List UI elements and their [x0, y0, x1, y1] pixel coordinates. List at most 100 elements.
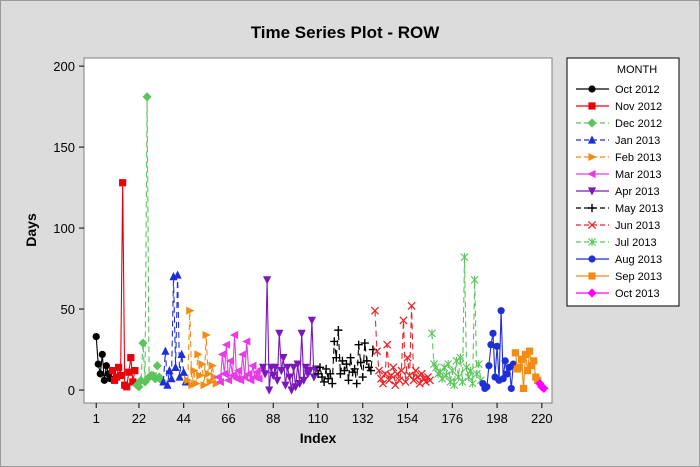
legend-label: Sep 2013 — [615, 271, 662, 283]
legend-title: MONTH — [617, 64, 657, 76]
data-point — [517, 355, 526, 363]
data-point — [317, 372, 327, 382]
data-point — [117, 371, 125, 380]
data-point — [324, 374, 333, 383]
legend-label: Jun 2013 — [615, 220, 660, 232]
data-point — [223, 376, 233, 385]
data-point — [521, 350, 530, 359]
data-point — [212, 379, 221, 388]
data-point — [383, 340, 392, 349]
data-point — [213, 372, 222, 382]
legend-swatch-marker — [587, 220, 597, 230]
data-point — [293, 360, 302, 369]
legend-entry: Apr 2013 — [576, 186, 660, 198]
data-point — [523, 367, 532, 375]
data-point — [487, 341, 495, 349]
x-tick-label: 1 — [93, 411, 100, 426]
data-point — [136, 375, 146, 385]
data-point — [171, 362, 180, 371]
y-tick-label: 100 — [53, 221, 75, 236]
data-point — [322, 364, 331, 374]
data-point — [92, 332, 100, 341]
data-point — [499, 375, 507, 383]
series-nov-2012 — [108, 179, 139, 391]
data-point — [340, 366, 349, 375]
data-point — [472, 369, 481, 378]
legend-entry: Jul 2013 — [576, 237, 657, 249]
data-point — [281, 381, 290, 390]
data-point — [485, 362, 493, 370]
data-point — [315, 363, 325, 372]
series-oct-2013 — [535, 378, 549, 394]
legend-label: Aug 2013 — [615, 254, 662, 266]
data-point — [190, 366, 199, 375]
data-point — [186, 306, 195, 315]
data-point — [123, 383, 131, 391]
data-point — [131, 367, 139, 375]
data-point — [332, 353, 341, 362]
legend-entry: Jan 2013 — [576, 135, 660, 147]
data-point — [515, 363, 524, 371]
x-tick-label: 220 — [531, 411, 553, 426]
data-point — [112, 373, 121, 381]
data-point — [381, 369, 390, 378]
data-point — [450, 381, 459, 390]
data-point — [497, 307, 505, 315]
legend-swatch-marker — [587, 169, 596, 179]
series-jun-2013 — [370, 301, 434, 390]
data-point — [138, 338, 148, 348]
data-point — [252, 368, 261, 377]
data-point — [285, 373, 294, 382]
series-apr-2013 — [258, 276, 321, 395]
data-point — [356, 358, 365, 367]
data-point — [370, 306, 380, 315]
data-point — [167, 374, 176, 383]
data-point — [503, 370, 511, 378]
data-point — [539, 383, 549, 394]
data-point — [248, 361, 257, 370]
series-may-2013 — [313, 326, 378, 388]
data-point — [254, 374, 263, 383]
legend-swatch-marker — [587, 118, 597, 128]
data-point — [295, 379, 304, 389]
legend-label: Jul 2013 — [615, 237, 657, 249]
data-point — [100, 376, 108, 384]
data-point — [260, 370, 270, 379]
data-point — [283, 363, 292, 372]
data-point — [246, 376, 255, 385]
series-jan-2013 — [159, 270, 190, 389]
legend-entry: Feb 2013 — [576, 152, 661, 164]
x-tick-label: 198 — [486, 411, 508, 426]
data-point — [360, 338, 369, 348]
x-tick-label: 110 — [308, 411, 329, 426]
data-point — [374, 366, 384, 375]
legend-label: Oct 2012 — [615, 84, 660, 96]
data-point — [411, 366, 420, 375]
plot-area — [83, 57, 553, 404]
data-point — [275, 329, 284, 338]
data-point — [483, 383, 491, 391]
data-point — [474, 360, 483, 369]
data-point — [354, 340, 363, 349]
data-point — [196, 371, 205, 380]
data-point — [489, 329, 497, 337]
data-point — [125, 368, 133, 376]
legend-label: Jan 2013 — [615, 135, 660, 147]
data-point — [263, 276, 272, 285]
x-tick-label: 88 — [266, 411, 280, 426]
data-point — [154, 372, 164, 382]
legend-swatch-marker — [588, 237, 596, 247]
legend-entry: Jun 2013 — [576, 220, 660, 232]
data-point — [458, 377, 467, 387]
data-point — [401, 377, 410, 387]
data-point — [372, 347, 382, 356]
data-point — [519, 384, 528, 393]
data-point — [379, 379, 388, 388]
data-point — [526, 347, 534, 355]
legend-swatch-marker — [587, 288, 597, 298]
legend-entry: Oct 2013 — [576, 288, 660, 300]
data-point — [352, 379, 361, 388]
data-point — [192, 379, 201, 388]
legend-entry: Nov 2012 — [576, 101, 662, 113]
data-point — [427, 329, 436, 338]
